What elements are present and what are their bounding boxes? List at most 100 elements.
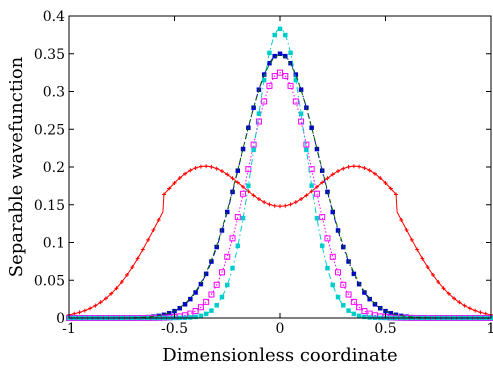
- series-2-point: [372, 302, 378, 307]
- series-1-point: [478, 310, 483, 315]
- series-1-point: [109, 291, 114, 296]
- y-tick-label: 0.15: [34, 198, 65, 214]
- series-3-point: [203, 298, 210, 305]
- series-4-point: [272, 32, 277, 38]
- series-1-point: [183, 171, 188, 176]
- series-1-point: [198, 164, 203, 169]
- series-4-point: [225, 282, 230, 288]
- series-2-point: [330, 209, 335, 215]
- series-1-point: [77, 310, 82, 315]
- series-1-point: [135, 256, 140, 261]
- series-4-point: [293, 77, 299, 83]
- series-4-point: [283, 32, 288, 38]
- series-3-point: [240, 190, 247, 197]
- series-2-point: [362, 290, 367, 295]
- series-1-point: [98, 300, 103, 305]
- series-4-point: [304, 147, 309, 153]
- series-1-point: [230, 176, 235, 181]
- series-1-point: [204, 164, 209, 169]
- series-3-point: [361, 307, 368, 314]
- series-3-point: [266, 82, 273, 89]
- series-2-point: [198, 281, 204, 287]
- series-4-point: [214, 303, 219, 308]
- series-4-point: [261, 77, 267, 83]
- series-4-point: [309, 183, 314, 188]
- series-1-point: [209, 164, 214, 169]
- series-1-point: [446, 291, 451, 296]
- series-1-point: [272, 203, 277, 208]
- series-1-point: [177, 176, 182, 181]
- series-3-point: [261, 98, 268, 105]
- series-3-point: [197, 304, 204, 311]
- series-4-point: [346, 308, 351, 313]
- series-3-point: [340, 281, 347, 288]
- series-1-point: [351, 164, 356, 169]
- series-2-point: [203, 271, 209, 277]
- y-tick-label: 0.1: [43, 236, 65, 252]
- series-3-point: [324, 235, 331, 242]
- series-1-point: [293, 200, 298, 205]
- series-line-5: [69, 54, 491, 319]
- x-axis-label: Dimensionless coordinate: [162, 345, 397, 366]
- series-2-point: [283, 53, 288, 59]
- series-1-point: [193, 165, 198, 170]
- series-2-point: [309, 125, 314, 131]
- series-4-point: [230, 265, 235, 271]
- series-1-point: [93, 303, 98, 308]
- series-1-point: [372, 171, 377, 176]
- series-4-point: [188, 315, 193, 320]
- series-1-point: [304, 193, 309, 198]
- series-1-point: [262, 200, 267, 205]
- axis-ticks: -1 -0.5 0 0.5 1 0 0.05 0.1 0.15 0.2 0.25 0.3 0.35 0.4: [34, 9, 493, 337]
- y-tick-label: 0.4: [43, 9, 65, 25]
- x-tick-label: 0.5: [374, 321, 396, 337]
- series-4-point: [341, 303, 346, 308]
- series-1-point: [415, 247, 420, 252]
- series-1-point: [409, 237, 414, 242]
- y-tick-label: 0.35: [34, 47, 65, 63]
- series-1-point: [125, 272, 130, 277]
- series-1-point: [119, 279, 124, 284]
- series-2-point: [377, 305, 383, 311]
- series-3-point: [350, 298, 357, 305]
- series-3-point: [303, 141, 310, 148]
- series-1-point: [278, 204, 282, 209]
- series-1-point: [383, 180, 388, 185]
- series-3-point: [208, 291, 215, 298]
- series-1-point: [462, 303, 467, 308]
- series-3-point: [335, 269, 342, 276]
- series-1-point: [399, 217, 404, 222]
- series-3-point: [255, 118, 262, 125]
- series-3-point: [345, 291, 352, 298]
- series-2-point: [209, 259, 214, 264]
- series-1-point: [452, 296, 457, 301]
- series-4-point: [330, 282, 335, 288]
- series-1-point: [362, 165, 367, 170]
- series-1-point: [436, 279, 441, 284]
- series-2-point: [177, 305, 183, 311]
- series-4-point: [288, 50, 293, 56]
- series-2-point: [356, 281, 362, 287]
- series-4-point: [209, 308, 214, 313]
- series-2-point: [288, 60, 293, 66]
- series-3-point: [192, 307, 199, 314]
- series-2-point: [193, 290, 198, 295]
- series-1-point: [130, 265, 135, 270]
- series-2-point: [225, 209, 230, 215]
- series-1-point: [146, 237, 151, 242]
- series-2-point: [346, 259, 351, 264]
- series-4-point: [335, 294, 341, 300]
- series-1-point: [330, 172, 335, 177]
- series-3-point: [218, 269, 225, 276]
- series-1-point: [430, 272, 435, 277]
- y-tick-label: 0.25: [34, 122, 65, 138]
- series-1-point: [336, 169, 341, 174]
- series-3-point: [229, 235, 236, 242]
- series-1-point: [172, 180, 177, 185]
- series-2-point: [182, 302, 188, 307]
- x-tick-label: -1: [62, 321, 76, 337]
- series-1-point: [256, 197, 261, 202]
- series-4-point: [219, 294, 225, 300]
- series-1-point: [320, 180, 325, 185]
